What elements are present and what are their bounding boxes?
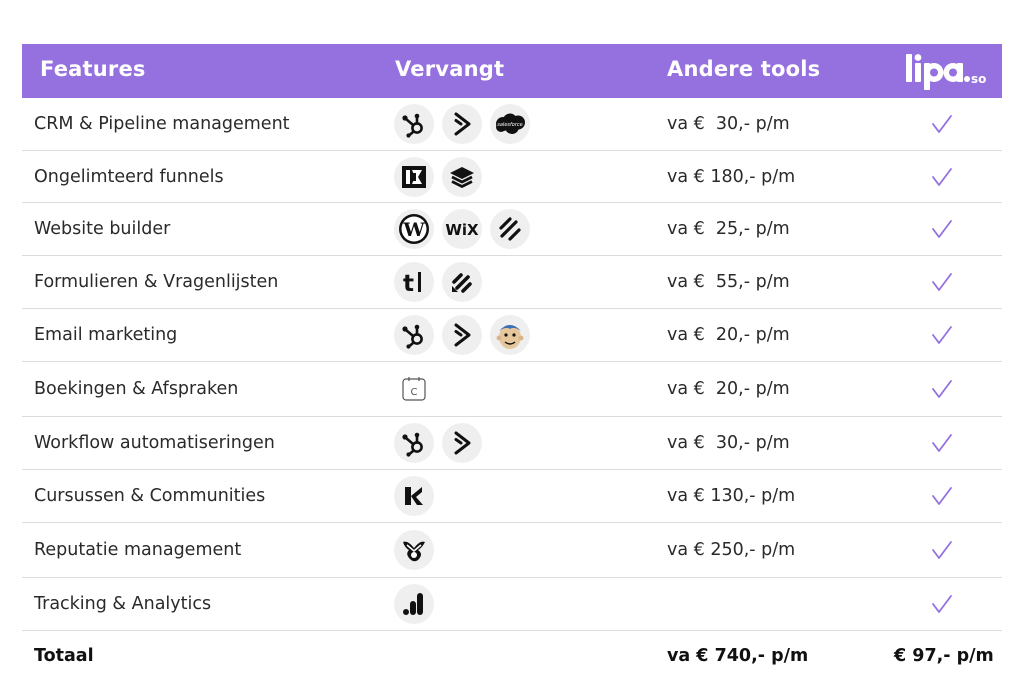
replaced-tools xyxy=(394,470,434,522)
other-tools-price: va € 25,- p/m xyxy=(667,219,790,239)
feature-label: Formulieren & Vragenlijsten xyxy=(34,272,279,292)
wordpress-icon: W xyxy=(394,209,434,249)
table-row: Cursussen & Communities va € 130,- p/m xyxy=(22,470,1002,523)
svg-text:so: so xyxy=(971,72,986,86)
activecampaign-icon xyxy=(442,423,482,463)
total-label: Totaal xyxy=(34,646,94,666)
table-row: Formulieren & Vragenlijsten t va € 55,- p/… xyxy=(22,256,1002,309)
check-icon xyxy=(930,203,954,255)
google-analytics-icon xyxy=(394,584,434,624)
feature-label: Boekingen & Afspraken xyxy=(34,379,239,399)
replaced-tools: salesforce xyxy=(394,98,530,150)
salesforce-icon: salesforce xyxy=(490,104,530,144)
svg-text:salesforce: salesforce xyxy=(497,122,522,128)
other-tools-price: va € 55,- p/m xyxy=(667,272,790,292)
header-vervangt: Vervangt xyxy=(395,57,505,81)
other-tools-price: va € 180,- p/m xyxy=(667,166,796,187)
replaced-tools: W WiX xyxy=(394,203,530,255)
table-row: Workflow automatiseringen va € 30,- p/m xyxy=(22,417,1002,470)
total-other-tools-price: va € 740,- p/m xyxy=(667,646,809,666)
squarespace-icon xyxy=(490,209,530,249)
feature-label: Email marketing xyxy=(34,325,178,345)
hubspot-icon xyxy=(394,315,434,355)
other-tools-price: va € 30,- p/m xyxy=(667,433,790,453)
replaced-tools xyxy=(394,151,482,202)
mailchimp-icon xyxy=(490,315,530,355)
other-tools-price: va € 20,- p/m xyxy=(667,325,790,345)
feature-label: Reputatie management xyxy=(34,540,242,560)
hubspot-icon xyxy=(394,423,434,463)
wix-icon: WiX xyxy=(442,209,482,249)
feature-label: Website builder xyxy=(34,219,171,239)
header-features: Features xyxy=(40,57,146,81)
other-tools-price: va € 30,- p/m xyxy=(667,114,790,134)
replaced-tools xyxy=(394,309,530,361)
svg-text:t: t xyxy=(403,271,414,296)
table-header: Features Vervangt Andere tools xyxy=(22,44,1002,98)
replaced-tools xyxy=(394,417,482,469)
kajabi-icon xyxy=(394,476,434,516)
feature-label: CRM & Pipeline management xyxy=(34,114,290,134)
table-row: CRM & Pipeline management salesforce va € … xyxy=(22,98,1002,151)
header-andere-tools: Andere tools xyxy=(667,57,821,81)
check-icon xyxy=(930,470,954,522)
check-icon xyxy=(930,417,954,469)
typeform-icon: t xyxy=(394,262,434,302)
comparison-table: Features Vervangt Andere tools xyxy=(22,44,1002,681)
feature-label: Tracking & Analytics xyxy=(34,594,212,614)
other-tools-price: va € 20,- p/m xyxy=(667,379,790,399)
feature-label: Cursussen & Communities xyxy=(34,486,266,506)
table-row: Website builder W WiX va € 25,- p/m xyxy=(22,203,1002,256)
other-tools-price: va € 130,- p/m xyxy=(667,486,796,506)
table-row: Email marketing va € 20,- p/m xyxy=(22,309,1002,362)
calendly-icon: C xyxy=(394,369,434,409)
activecampaign-icon xyxy=(442,104,482,144)
svg-text:C: C xyxy=(411,387,418,398)
lipa-logo: so xyxy=(902,50,992,92)
feature-label: Ongelimteerd funnels xyxy=(34,166,224,187)
replaced-tools: C xyxy=(394,362,434,416)
replaced-tools xyxy=(394,578,434,630)
check-icon xyxy=(930,151,954,202)
table-row: Tracking & Analytics xyxy=(22,578,1002,631)
other-tools-price: va € 250,- p/m xyxy=(667,540,796,560)
check-icon xyxy=(930,362,954,416)
check-icon xyxy=(930,98,954,150)
hubspot-icon xyxy=(394,104,434,144)
check-icon xyxy=(930,523,954,577)
replaced-tools xyxy=(394,523,434,577)
clickfunnels-icon xyxy=(394,156,434,197)
svg-text:W: W xyxy=(402,219,425,241)
table-row: Reputatie management va € 250,- p/m xyxy=(22,523,1002,578)
total-lipa-price: € 97,- p/m xyxy=(894,646,994,666)
leadpages-icon xyxy=(442,156,482,197)
check-icon xyxy=(930,578,954,630)
activecampaign-icon xyxy=(442,315,482,355)
table-row: Ongelimteerd funnels va € 180,- p/m xyxy=(22,151,1002,203)
birdeye-icon xyxy=(394,530,434,570)
total-row: Totaal va € 740,- p/m € 97,- p/m xyxy=(22,631,1002,681)
check-icon xyxy=(930,309,954,361)
svg-text:WiX: WiX xyxy=(445,221,479,239)
check-icon xyxy=(930,256,954,308)
replaced-tools: t xyxy=(394,256,482,308)
jotform-icon xyxy=(442,262,482,302)
feature-label: Workflow automatiseringen xyxy=(34,433,275,453)
